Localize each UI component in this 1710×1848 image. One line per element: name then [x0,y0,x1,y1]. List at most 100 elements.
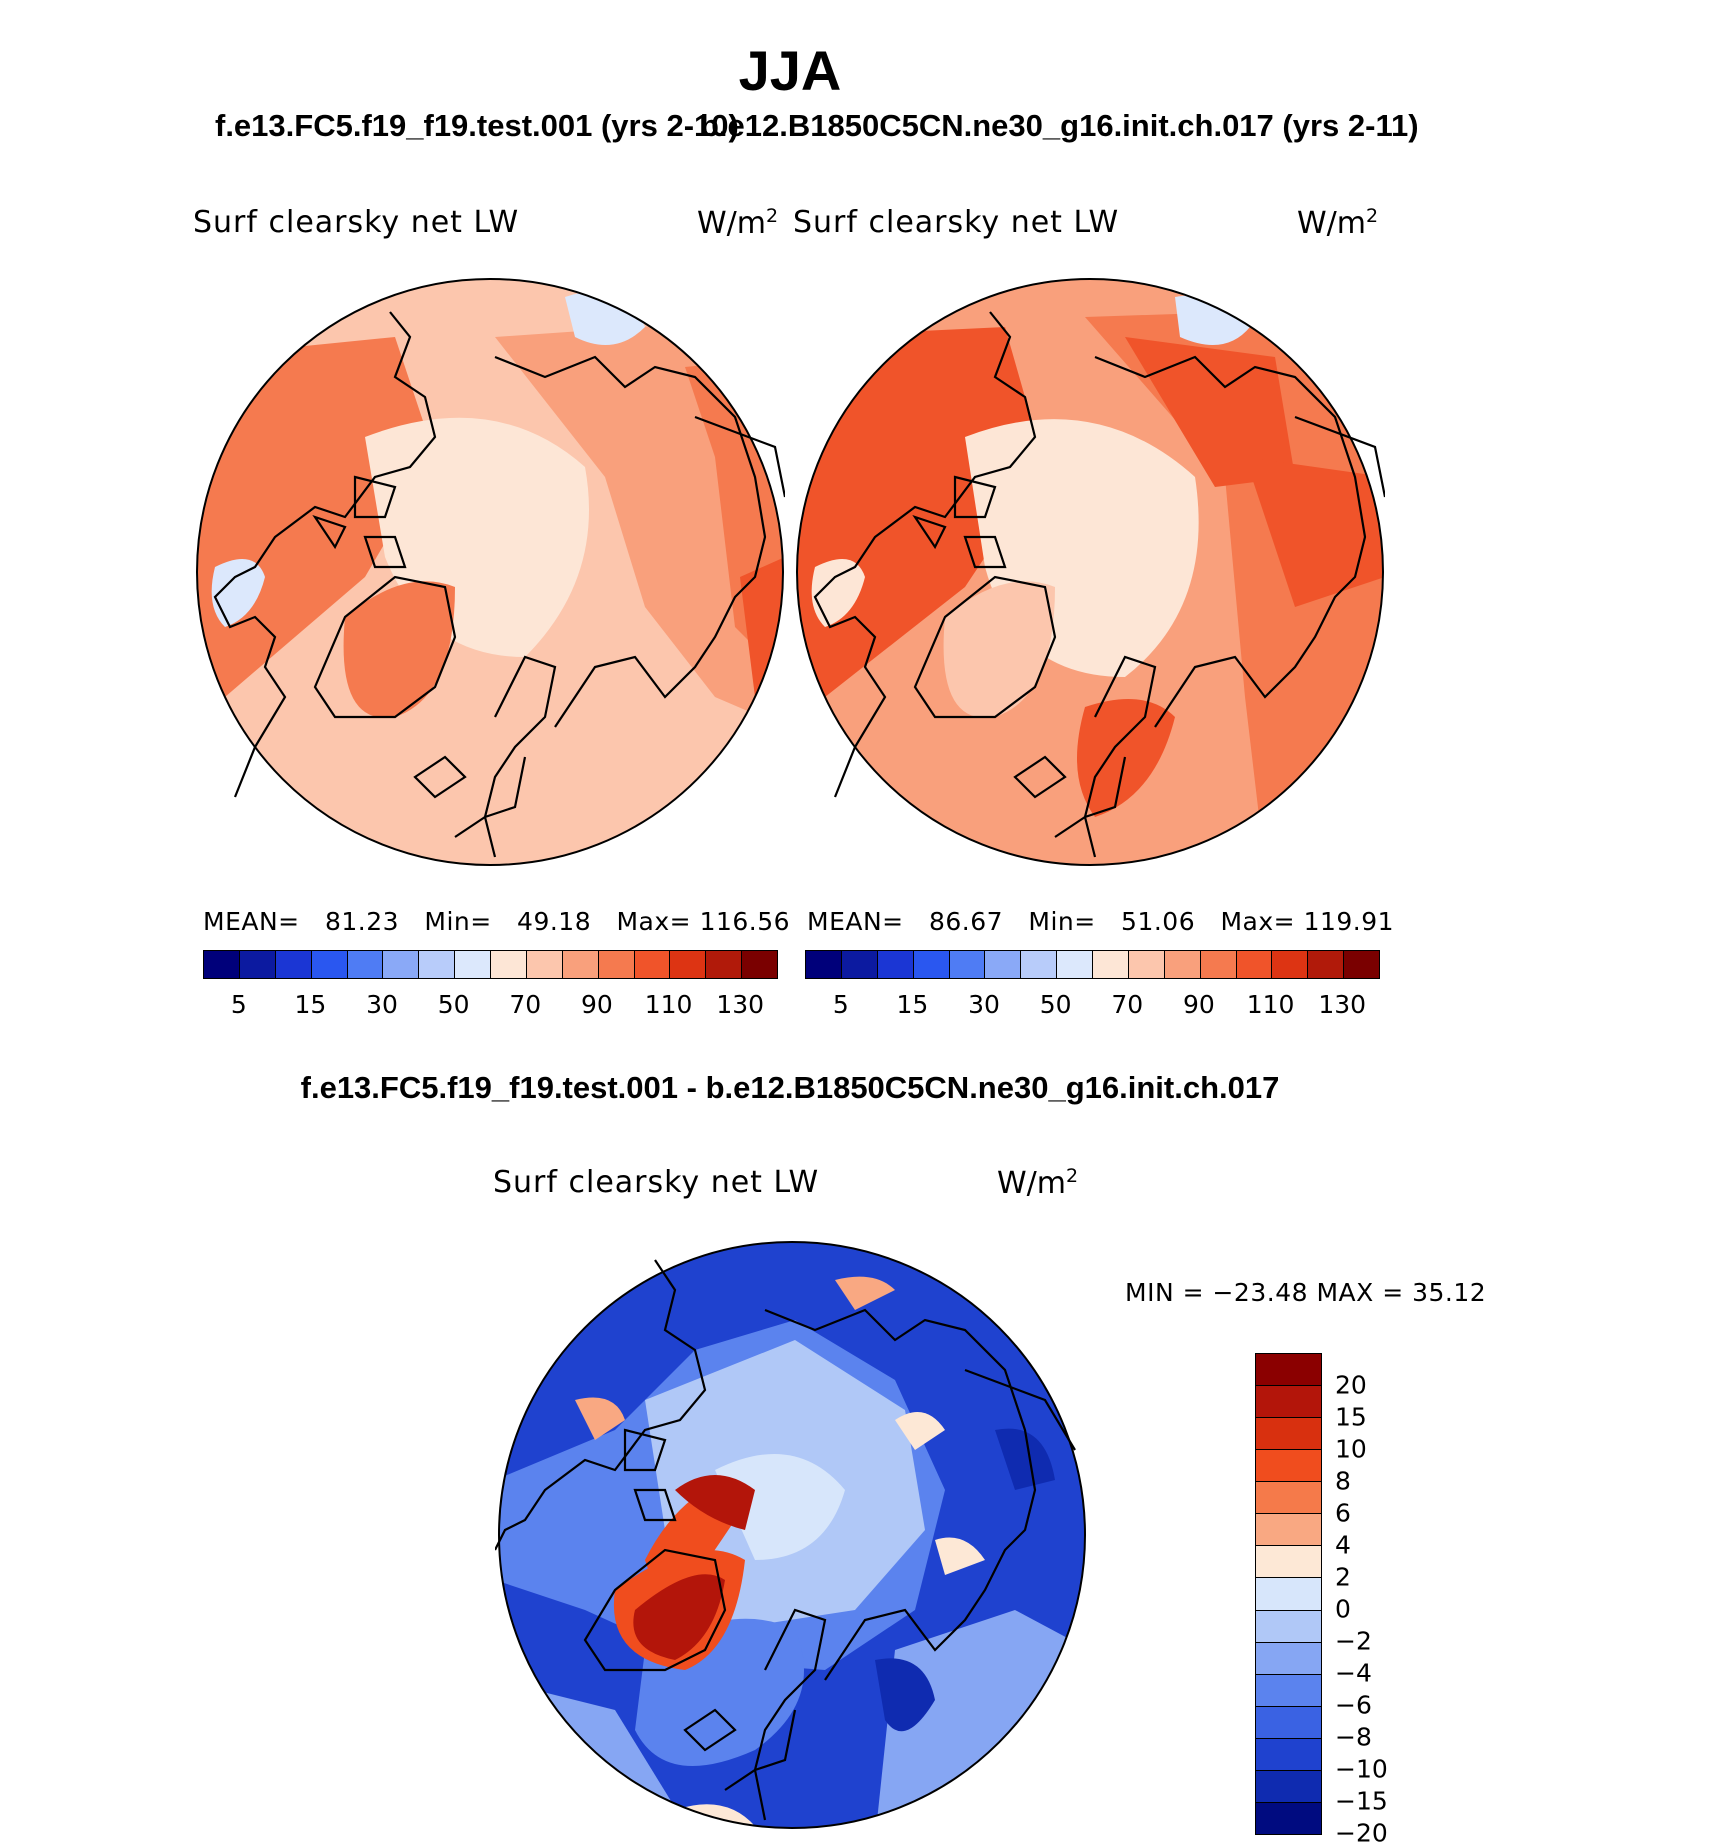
colorbar-tick-label: −4 [1335,1658,1372,1688]
left-case-title: f.e13.FC5.f19_f19.test.001 (yrs 2-10) [215,108,739,143]
left-map-region-greenland [343,581,455,718]
colorbar-tick-label: 6 [1335,1498,1351,1528]
left-map-region-na [197,337,435,707]
left-coast-islands [312,475,407,569]
colorbar-swatch [526,951,563,978]
colorbar-tick-label: 130 [1318,990,1367,1019]
diff-coast-kamchatka [964,1368,1076,1451]
colorbar-tick-label: 5 [230,990,247,1019]
colorbar-swatch [1093,951,1129,978]
colorbar-swatch [311,951,348,978]
diff-coast-uk [724,1768,767,1821]
right-coast-islands [912,475,1007,569]
colorbar-swatch [1256,1738,1321,1771]
colorbar-swatch [1256,1578,1321,1611]
colorbar-swatch [1272,951,1309,978]
colorbar-tick-label: 30 [366,990,398,1019]
diff-polar-map [495,1241,1086,1829]
colorbar-tick-label: 0 [1335,1594,1351,1624]
diff-map-region-greenland-core [633,1574,725,1660]
diff-coast-islands [623,1428,677,1522]
left-coast-greenland [313,575,457,719]
colorbar-swatch [913,951,950,978]
colorbar-tick-label: 90 [1183,990,1215,1019]
diff-map-region-siberia-warm [895,1412,945,1450]
colorbar-swatch [670,951,707,978]
right-map-region-scandinavia [1077,699,1175,817]
right-map-region-greenland [943,581,1055,718]
right-map-region-eurasia [1085,307,1383,865]
colorbar-swatch [239,951,276,978]
right-coast-eurasia [1094,355,1367,728]
left-polar-map [196,278,785,866]
diff-coast-scandinavia [753,1608,827,1772]
right-colorbar [805,950,1380,979]
colorbar-swatch [1021,951,1058,978]
diff-coast-iceland [683,1708,737,1752]
diff-title: f.e13.FC5.f19_f19.test.001 - b.e12.B1850… [300,1070,1280,1105]
colorbar-swatch [455,951,491,978]
colorbar-tick-label: 90 [581,990,613,1019]
colorbar-swatch [1256,1514,1321,1547]
right-coast-north-america [813,311,1037,798]
right-coast-kamchatka [1294,415,1385,498]
right-map-region-hudson [811,559,865,627]
colorbar-swatch [1344,951,1379,978]
left-variable-label: Surf clearsky net LW [193,205,520,240]
left-colorbar [203,950,778,979]
colorbar-tick-label: −6 [1335,1690,1372,1720]
right-map-region-siberia [1245,457,1383,607]
left-units-label: W/m2 [697,205,779,241]
colorbar-swatch [1128,951,1165,978]
colorbar-swatch [383,951,420,978]
colorbar-swatch [598,951,635,978]
main-title: JJA [738,39,842,102]
colorbar-tick-label: 2 [1335,1562,1351,1592]
left-map-region-hudson [211,559,265,627]
right-polar-map [796,278,1385,866]
right-units-label: W/m2 [1297,205,1379,241]
colorbar-swatch [985,951,1022,978]
diff-map-region-ellesmere [675,1475,755,1530]
colorbar-swatch [841,951,878,978]
colorbar-swatch [1256,1450,1321,1483]
colorbar-tick-label: −20 [1335,1818,1388,1848]
colorbar-swatch [806,951,842,978]
diff-colorbar [1255,1353,1322,1835]
colorbar-swatch [1256,1546,1321,1579]
right-coast-scandinavia [1083,655,1157,819]
left-coast-north-america [213,311,437,798]
colorbar-swatch [1256,1418,1321,1451]
diff-map-region-siberia-cold [995,1428,1055,1490]
left-stats: MEAN= 81.23 Min= 49.18 Max= 116.56 [203,907,791,936]
right-map-region-siberia-n [1125,337,1295,487]
colorbar-swatch [1256,1354,1321,1387]
colorbar-swatch [275,951,312,978]
colorbar-swatch [1256,1386,1321,1419]
colorbar-tick-label: 20 [1335,1370,1367,1400]
colorbar-tick-label: −10 [1335,1754,1388,1784]
colorbar-swatch [1256,1610,1321,1643]
right-coast-iceland [1013,755,1067,799]
colorbar-tick-label: 130 [716,990,765,1019]
colorbar-tick-label: 15 [896,990,929,1019]
colorbar-tick-label: 10 [1335,1434,1367,1464]
diff-map-region-alaska-warm [575,1397,625,1440]
left-coast-kamchatka [694,415,785,498]
colorbar-swatch [634,951,671,978]
colorbar-swatch [706,951,743,978]
colorbar-tick-label: 50 [1039,990,1072,1019]
colorbar-tick-label: −8 [1335,1722,1372,1752]
diff-map-region-scandinavia [875,1658,935,1732]
colorbar-swatch [1256,1706,1321,1739]
colorbar-swatch [491,951,527,978]
colorbar-tick-label: 30 [968,990,1000,1019]
right-case-title: b.e12.B1850C5CN.ne30_g16.init.ch.017 (yr… [700,108,1419,143]
colorbar-tick-label: 8 [1335,1466,1351,1496]
left-coast-eurasia [494,355,767,728]
colorbar-swatch [742,951,777,978]
colorbar-swatch [1256,1674,1321,1707]
colorbar-tick-label: −2 [1335,1626,1372,1656]
diff-map-region-eurasia-warm [935,1537,985,1575]
colorbar-tick-label: 70 [1111,990,1144,1019]
